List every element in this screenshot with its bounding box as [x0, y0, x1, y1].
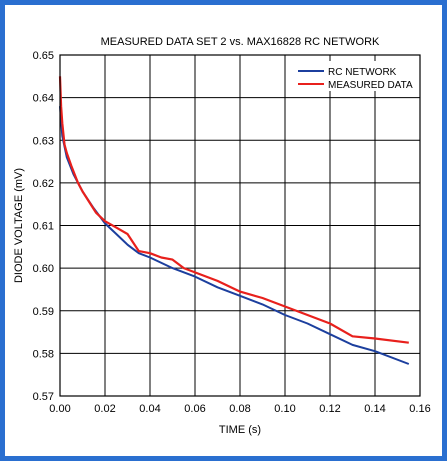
y-tick-label: 0.60: [33, 263, 54, 275]
y-tick-label: 0.59: [33, 306, 54, 318]
x-tick-label: 0.06: [184, 403, 205, 415]
y-tick-label: 0.64: [33, 93, 54, 105]
y-tick-labels: 0.57 0.58 0.59 0.60 0.61 0.62 0.63 0.64 0.65: [33, 50, 54, 403]
series-group: [58, 76, 410, 365]
x-tick-label: 0.10: [274, 403, 295, 415]
legend-background: [295, 61, 413, 91]
y-tick-label: 0.58: [33, 348, 54, 360]
line-chart: MEASURED DATA SET 2 vs. MAX16828 RC NETW…: [13, 36, 431, 436]
x-tick-label: 0.02: [94, 403, 115, 415]
x-tick-label: 0.00: [49, 403, 70, 415]
y-axis-title: DIODE VOLTAGE (mV): [13, 168, 25, 283]
y-tick-label: 0.63: [33, 135, 54, 147]
series-line-rc-network: [59, 106, 410, 365]
y-tick-label: 0.65: [33, 50, 54, 62]
legend: RC NETWORK MEASURED DATA: [295, 61, 413, 91]
x-tick-label: 0.04: [139, 403, 160, 415]
plot-area-border: [59, 54, 421, 397]
x-tick-labels: 0.00 0.02 0.04 0.06 0.08 0.10 0.12 0.14 0.16: [49, 403, 430, 415]
legend-label: RC NETWORK: [328, 67, 397, 78]
series-line-measured-data: [58, 76, 409, 344]
x-tick-label: 0.16: [409, 403, 430, 415]
y-tick-label: 0.62: [33, 178, 54, 190]
x-tick-label: 0.14: [364, 403, 385, 415]
x-tick-label: 0.08: [229, 403, 250, 415]
chart-title: MEASURED DATA SET 2 vs. MAX16828 RC NETW…: [101, 36, 380, 48]
y-tick-label: 0.61: [33, 221, 54, 233]
x-axis-title: TIME (s): [219, 424, 261, 436]
x-tick-label: 0.12: [319, 403, 340, 415]
legend-label: MEASURED DATA: [328, 80, 413, 91]
y-tick-label: 0.57: [33, 391, 54, 403]
